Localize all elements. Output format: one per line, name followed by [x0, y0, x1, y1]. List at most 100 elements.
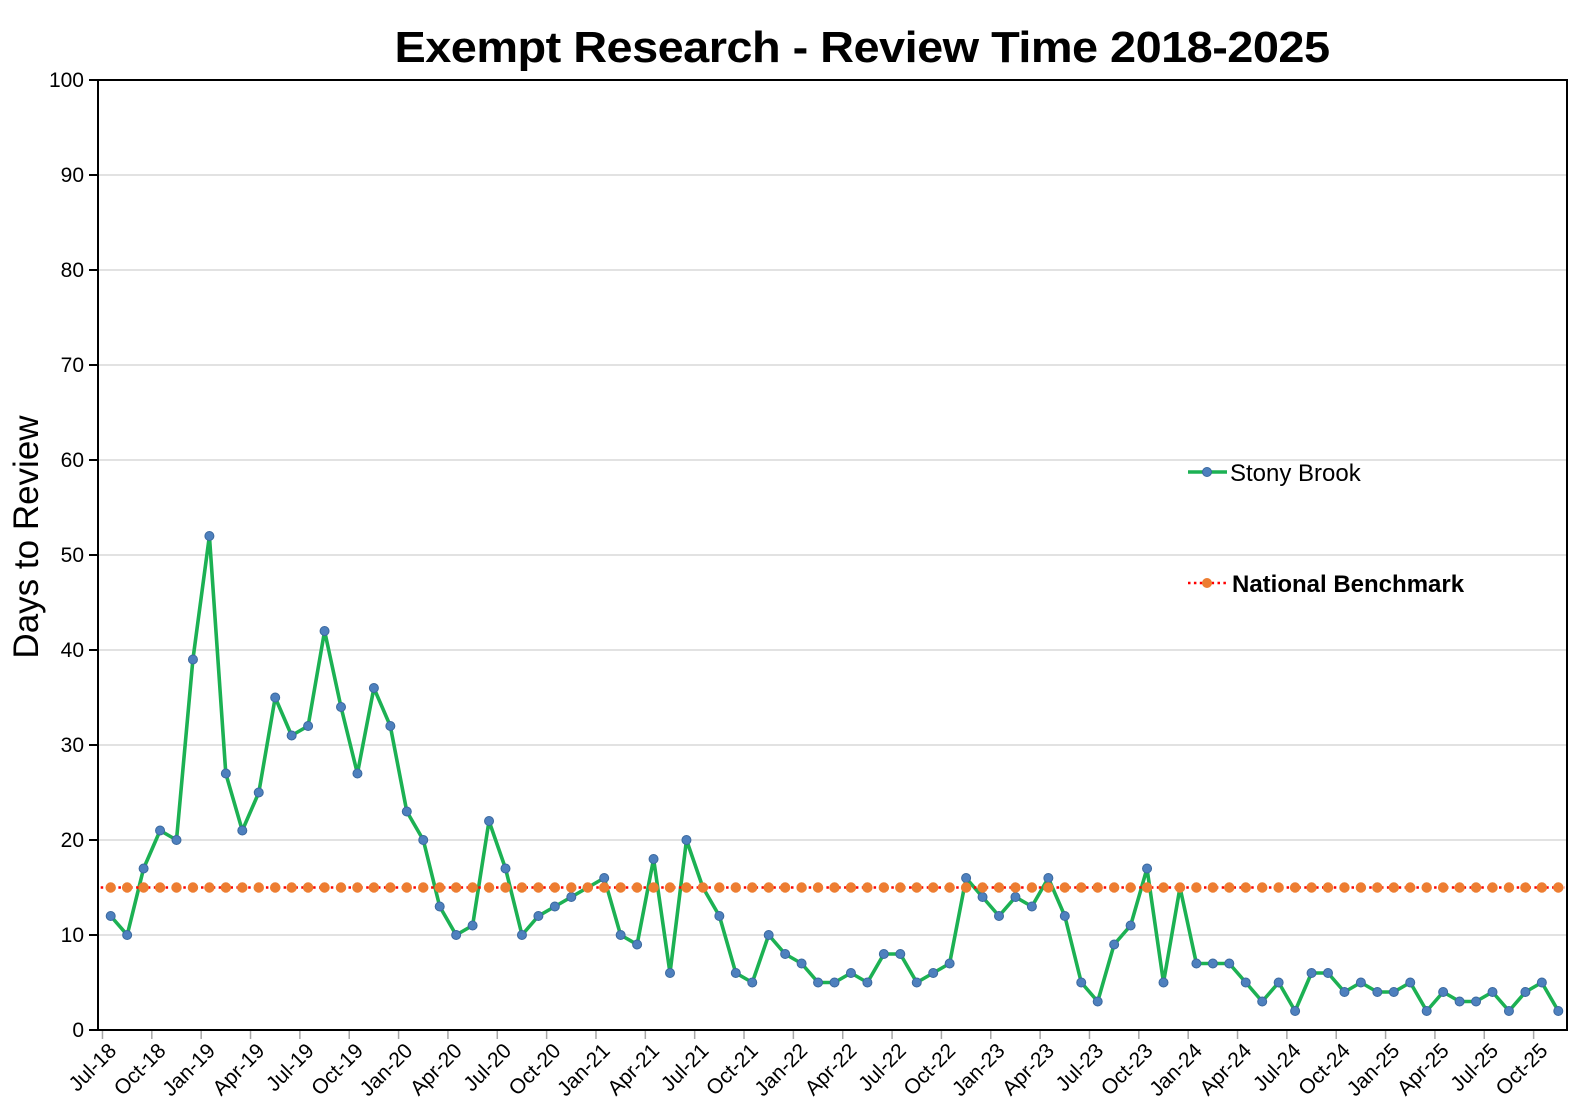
- benchmark-point: [187, 882, 199, 893]
- benchmark-point: [286, 882, 297, 893]
- benchmark-point: [138, 882, 149, 893]
- benchmark-point: [1454, 882, 1465, 893]
- y-tick-label: 90: [61, 164, 84, 187]
- stony-brook-point: [1240, 977, 1251, 988]
- stony-brook-point: [1026, 901, 1037, 912]
- benchmark-point: [1257, 882, 1268, 893]
- benchmark-point: [1289, 882, 1301, 893]
- benchmark-point: [829, 882, 840, 893]
- benchmark-point: [368, 882, 380, 893]
- stony-brook-point: [747, 977, 758, 988]
- benchmark-point: [582, 882, 593, 893]
- benchmark-point: [1322, 882, 1334, 893]
- stony-brook-point: [270, 692, 281, 703]
- y-tick-label: 20: [61, 829, 84, 852]
- x-tick-label: Apr-25: [1393, 1039, 1454, 1100]
- stony-brook-point: [516, 930, 527, 940]
- x-tick-label: Jan-21: [553, 1039, 615, 1101]
- x-tick-label: Jan-20: [356, 1039, 418, 1101]
- stony-brook-point: [1076, 977, 1087, 988]
- x-tick-label: Jan-24: [1145, 1039, 1207, 1101]
- x-tick-label: Jan-19: [158, 1039, 220, 1101]
- y-tick-label: 80: [61, 259, 84, 282]
- y-tick-label: 50: [61, 544, 84, 567]
- stony-brook-point: [862, 977, 873, 988]
- stony-brook-point: [878, 949, 889, 959]
- stony-brook-point: [138, 863, 149, 874]
- benchmark-point: [878, 882, 890, 893]
- stony-brook-point: [665, 968, 675, 978]
- x-tick-label: Oct-24: [1294, 1039, 1355, 1100]
- stony-brook-point: [911, 977, 922, 988]
- benchmark-point: [648, 882, 659, 893]
- x-tick-label: Oct-19: [307, 1039, 368, 1100]
- stony-brook-point: [1224, 958, 1235, 969]
- y-tick-label: 30: [61, 734, 84, 757]
- benchmark-point: [1092, 882, 1103, 893]
- stony-brook-point: [549, 901, 560, 912]
- stony-brook-point: [401, 806, 412, 817]
- legend: Stony Brook National Benchmark: [1188, 460, 1465, 598]
- benchmark-point: [1174, 882, 1186, 893]
- y-axis-title: Days to Review: [7, 415, 46, 659]
- x-tick-label: Oct-23: [1097, 1039, 1158, 1100]
- stony-brook-point: [533, 911, 544, 921]
- benchmark-point: [1503, 882, 1515, 893]
- stony-brook-point: [319, 626, 330, 636]
- stony-brook-point: [615, 930, 626, 940]
- benchmark-point: [516, 882, 528, 893]
- benchmark-point: [779, 882, 791, 893]
- stony-brook-point: [845, 968, 856, 978]
- stony-brook-point: [928, 968, 939, 978]
- plot-area-border: [97, 79, 1568, 1031]
- benchmark-point: [1306, 882, 1317, 893]
- benchmark-point: [615, 882, 626, 893]
- stony-brook-point: [1257, 996, 1268, 1007]
- benchmark-point: [977, 882, 988, 893]
- benchmark-point: [681, 882, 692, 893]
- benchmark-point: [1487, 882, 1498, 893]
- benchmark-point: [1191, 882, 1202, 893]
- stony-brook-point: [1405, 977, 1416, 988]
- stony-brook-point: [171, 835, 182, 845]
- stony-brook-point: [1092, 996, 1103, 1007]
- stony-brook-point: [1536, 977, 1547, 988]
- benchmark-point: [631, 882, 643, 893]
- benchmark-point: [993, 882, 1005, 893]
- stony-brook-point: [1355, 977, 1366, 988]
- benchmark-point: [418, 882, 429, 893]
- stony-brook-point: [187, 654, 198, 665]
- benchmark-point: [747, 882, 758, 893]
- stony-brook-point: [977, 892, 988, 902]
- benchmark-point: [1437, 882, 1449, 893]
- stony-brook-point: [1454, 996, 1465, 1007]
- benchmark-point: [1108, 882, 1120, 893]
- benchmark-point: [385, 882, 396, 893]
- benchmark-point: [105, 882, 116, 893]
- stony-brook-point: [1553, 1006, 1564, 1016]
- gridlines: [98, 174, 1567, 936]
- benchmark-point: [1421, 882, 1432, 893]
- stony-brook-point: [220, 768, 231, 779]
- benchmark-point: [1470, 882, 1482, 893]
- benchmark-point: [154, 882, 166, 893]
- stony-brook-point: [714, 911, 725, 921]
- stony-brook-point: [1010, 892, 1021, 902]
- benchmark-point: [944, 882, 955, 893]
- stony-brook-point: [1207, 958, 1218, 969]
- stony-brook-point: [467, 920, 478, 931]
- benchmark-point: [1010, 882, 1021, 893]
- benchmark-point: [714, 882, 725, 893]
- stony-brook-point: [813, 977, 824, 988]
- benchmark-point: [352, 882, 363, 893]
- benchmark-point: [533, 882, 544, 893]
- benchmark-point: [1125, 882, 1136, 893]
- stony-brook-point: [368, 683, 379, 693]
- x-tick-label: Oct-20: [505, 1039, 566, 1100]
- stony-brook-point: [286, 730, 297, 741]
- stony-brook-point: [237, 825, 248, 836]
- stony-brook-point: [829, 977, 840, 988]
- x-tick-label: Apr-22: [801, 1039, 862, 1100]
- benchmark-point: [121, 882, 133, 893]
